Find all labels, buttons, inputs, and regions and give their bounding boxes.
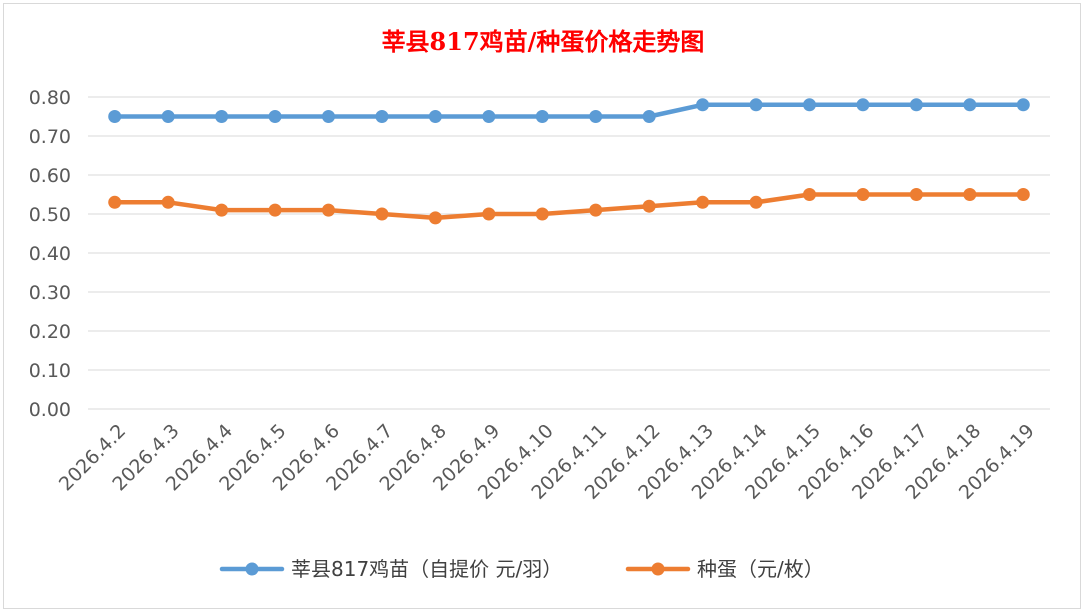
legend-label: 莘县817鸡苗（自提价 元/羽）	[291, 557, 562, 581]
data-point	[909, 98, 923, 112]
series-2	[108, 188, 1030, 225]
data-point	[482, 207, 496, 221]
gridlines	[88, 96, 1050, 410]
data-point	[696, 98, 710, 112]
data-point	[322, 110, 335, 123]
data-point	[108, 195, 122, 209]
y-tick-label: 0.60	[29, 165, 71, 187]
data-point	[856, 188, 870, 201]
data-point	[589, 110, 603, 123]
data-point	[322, 203, 335, 217]
data-point	[1016, 188, 1030, 201]
data-point	[268, 203, 282, 217]
legend-swatch-marker	[245, 562, 259, 576]
data-point	[589, 203, 603, 217]
data-point	[803, 98, 816, 112]
series-line	[112, 102, 1026, 119]
y-tick-label: 0.20	[29, 321, 71, 343]
legend: 莘县817鸡苗（自提价 元/羽） 种蛋（元/枚）	[219, 557, 824, 581]
data-point	[696, 195, 710, 209]
data-point	[535, 207, 549, 221]
data-point	[963, 98, 977, 112]
data-point	[535, 110, 549, 123]
y-tick-label: 0.40	[29, 243, 71, 265]
data-point	[749, 195, 763, 209]
y-tick-label: 0.10	[29, 360, 71, 382]
data-point	[215, 203, 229, 217]
data-point	[642, 199, 656, 213]
data-point	[856, 98, 870, 112]
legend-item: 莘县817鸡苗（自提价 元/羽）	[219, 557, 562, 581]
data-point	[268, 110, 282, 123]
chart-title: 莘县817鸡苗/种蛋价格走势图	[382, 27, 705, 56]
y-tick-label: 0.50	[29, 204, 71, 226]
data-point	[375, 207, 389, 221]
data-point	[482, 110, 496, 123]
y-axis: 0.00 0.10 0.20 0.30 0.40 0.50 0.60 0.70 0.80	[29, 87, 71, 421]
data-point	[428, 211, 442, 225]
data-point	[803, 188, 816, 201]
data-point	[428, 110, 442, 123]
y-tick-label: 0.80	[29, 87, 71, 109]
data-point	[909, 188, 923, 201]
legend-item: 种蛋（元/枚）	[625, 557, 824, 581]
x-axis: 2026.4.22026.4.32026.4.42026.4.52026.4.6…	[55, 420, 1039, 504]
y-tick-label: 0.70	[29, 126, 71, 148]
y-tick-label: 0.00	[29, 399, 71, 421]
legend-swatch-marker	[651, 562, 665, 576]
data-point	[161, 110, 175, 123]
series-line	[112, 192, 1026, 221]
legend-label: 种蛋（元/枚）	[697, 557, 824, 581]
data-point	[963, 188, 977, 201]
data-point	[749, 98, 763, 112]
y-tick-label: 0.30	[29, 282, 71, 304]
data-point	[375, 110, 389, 123]
plot-series	[108, 98, 1030, 225]
data-point	[215, 110, 229, 123]
data-point	[642, 110, 656, 123]
series-1	[108, 98, 1030, 123]
data-point	[1016, 98, 1030, 112]
data-point	[108, 110, 122, 123]
data-point	[161, 195, 175, 209]
